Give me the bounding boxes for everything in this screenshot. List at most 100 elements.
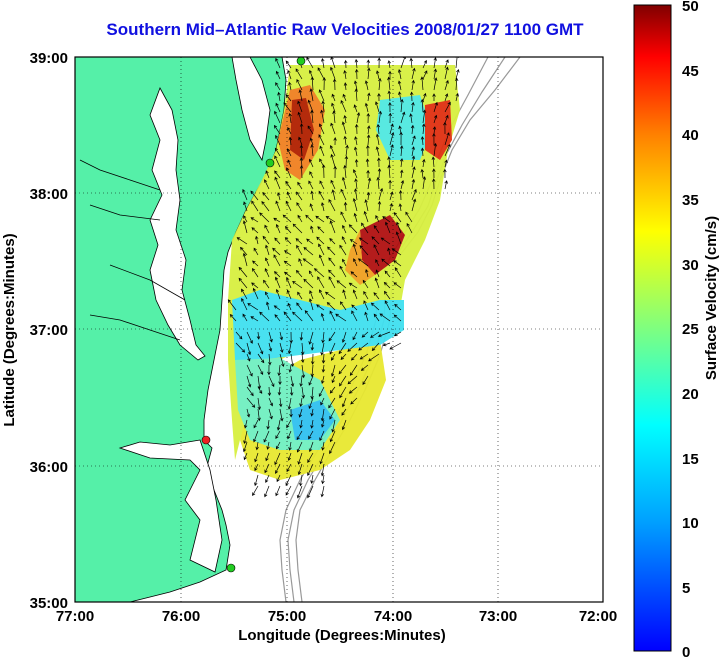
velocity-arrow bbox=[268, 342, 273, 352]
velocity-arrow bbox=[384, 300, 391, 311]
velocity-arrow bbox=[364, 311, 369, 322]
velocity-arrow bbox=[319, 430, 325, 442]
velocity-arrow bbox=[299, 157, 304, 168]
velocity-arrow bbox=[275, 70, 281, 80]
velocity-arrow bbox=[422, 176, 427, 190]
velocity-arrow bbox=[375, 133, 380, 146]
velocity-arrow bbox=[308, 397, 314, 409]
velocity-arrow bbox=[444, 132, 450, 146]
velocity-arrow bbox=[387, 247, 391, 256]
velocity-arrow bbox=[347, 342, 358, 352]
velocity-arrow bbox=[278, 376, 282, 386]
velocity-arrow bbox=[364, 199, 369, 212]
velocity-arrow bbox=[253, 430, 259, 443]
velocity-arrow bbox=[393, 282, 402, 289]
velocity-arrow bbox=[274, 237, 281, 245]
velocity-arrow bbox=[371, 342, 380, 352]
velocity-arrow bbox=[298, 136, 303, 146]
velocity-arrow bbox=[444, 66, 449, 80]
velocity-arrow bbox=[250, 217, 259, 223]
velocity-arrow bbox=[307, 452, 314, 463]
colorbar-tick-label: 50 bbox=[682, 0, 699, 15]
velocity-arrow bbox=[262, 235, 270, 245]
velocity-arrow bbox=[444, 114, 449, 124]
velocity-arrow bbox=[286, 167, 292, 179]
y-ticks: 39:00 38:00 37:00 36:00 35:00 bbox=[30, 50, 68, 612]
velocity-arrow bbox=[388, 112, 393, 124]
velocity-arrow bbox=[296, 430, 303, 441]
velocity-arrow bbox=[394, 303, 402, 311]
velocity-arrow bbox=[375, 269, 380, 278]
velocity-arrow bbox=[297, 214, 303, 223]
velocity-arrow bbox=[341, 419, 347, 431]
velocity-arrow bbox=[284, 237, 292, 245]
velocity-arrow bbox=[341, 236, 347, 245]
velocity-arrow bbox=[242, 252, 248, 267]
velocity-arrow bbox=[275, 430, 281, 440]
velocity-arrow bbox=[268, 408, 273, 420]
velocity-arrow bbox=[251, 267, 259, 278]
velocity-arrow bbox=[342, 224, 347, 234]
velocity-arrow bbox=[330, 122, 336, 135]
velocity-arrow bbox=[256, 331, 261, 340]
chesapeake-bay bbox=[149, 87, 206, 361]
velocity-arrow bbox=[316, 236, 325, 245]
velocity-arrow bbox=[246, 375, 252, 388]
velocity-arrow bbox=[389, 202, 393, 212]
velocity-arrow bbox=[321, 100, 325, 113]
velocity-arrow bbox=[257, 397, 261, 411]
velocity-arrow bbox=[275, 485, 281, 497]
velocity-arrow bbox=[284, 226, 292, 234]
velocity-arrow bbox=[353, 258, 358, 267]
velocity-arrow bbox=[343, 82, 348, 91]
velocity-arrow bbox=[352, 243, 358, 256]
velocity-arrow bbox=[299, 144, 304, 157]
velocity-arrow bbox=[243, 419, 248, 429]
velocity-arrow bbox=[242, 313, 248, 322]
velocity-arrow bbox=[320, 109, 325, 124]
velocity-arrow bbox=[287, 342, 292, 355]
velocity-arrow bbox=[328, 276, 336, 289]
velocity-arrow bbox=[377, 168, 382, 179]
velocity-arrow bbox=[319, 145, 325, 157]
velocity-arrow bbox=[349, 239, 358, 245]
velocity-arrow bbox=[289, 331, 293, 344]
velocity-arrow bbox=[274, 155, 281, 168]
velocity-arrow bbox=[246, 353, 251, 362]
velocity-arrow bbox=[310, 419, 314, 429]
velocity-arrow bbox=[397, 68, 402, 80]
velocity-arrow bbox=[286, 191, 292, 201]
velocity-arrow bbox=[296, 302, 303, 311]
velocity-arrow bbox=[354, 178, 358, 190]
velocity-arrow bbox=[264, 485, 270, 498]
velocity-arrow bbox=[422, 123, 426, 135]
velocity-arrow bbox=[252, 485, 259, 497]
velocity-arrow bbox=[318, 123, 325, 135]
velocity-arrow bbox=[264, 224, 270, 234]
colorbar-tick-label: 35 bbox=[682, 192, 699, 209]
velocity-arrow bbox=[354, 158, 359, 168]
velocity-arrow bbox=[360, 364, 369, 371]
velocity-arrow bbox=[342, 289, 347, 300]
velocity-arrow bbox=[378, 187, 384, 201]
velocity-arrow bbox=[320, 397, 325, 406]
velocity-arrow bbox=[444, 93, 449, 102]
velocity-arrow bbox=[317, 226, 325, 234]
velocity-arrow bbox=[319, 180, 325, 190]
velocity-arrow bbox=[257, 408, 261, 422]
velocity-arrow bbox=[259, 311, 270, 322]
velocity-arrow bbox=[373, 313, 380, 322]
velocity-arrow bbox=[342, 93, 347, 102]
velocity-arrow bbox=[321, 164, 326, 179]
velocity-arrow bbox=[310, 225, 314, 234]
velocity-arrow bbox=[420, 168, 424, 179]
velocity-arrow bbox=[235, 331, 243, 340]
velocity-arrow bbox=[310, 109, 314, 124]
velocity-arrow bbox=[367, 67, 371, 80]
velocity-arrow bbox=[296, 244, 303, 256]
potomac-river bbox=[79, 159, 161, 221]
y-axis-label: Latitude (Degrees:Minutes) bbox=[1, 233, 18, 426]
velocity-arrow bbox=[331, 189, 336, 201]
velocity-arrow bbox=[395, 231, 402, 245]
velocity-arrow bbox=[241, 288, 248, 300]
